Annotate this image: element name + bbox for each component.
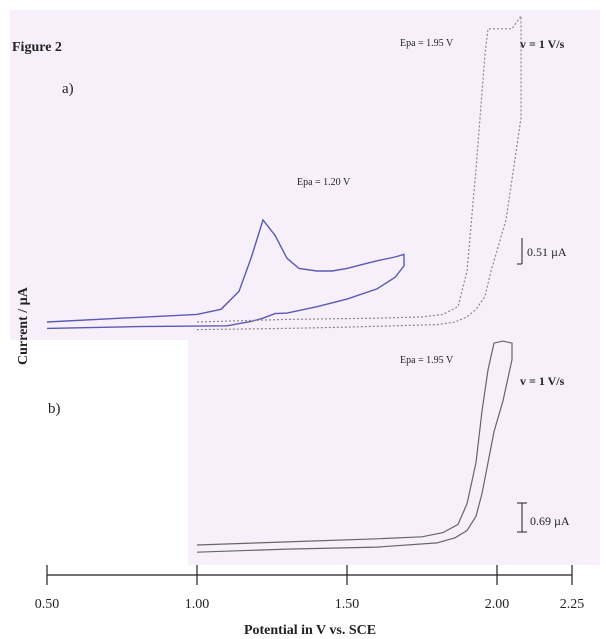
panel-b-plot: Epa = 1.95 V v = 1 V/s 0.69 µA: [196, 340, 570, 553]
panel-a-plot: Epa = 1.20 V Epa = 1.95 V v = 1 V/s 0.51…: [46, 14, 567, 331]
scan-rate-label-a: v = 1 V/s: [520, 37, 565, 51]
annotation-b-peak: Epa = 1.95 V: [400, 355, 454, 366]
x-axis-label: Potential in V vs. SCE: [244, 623, 376, 638]
x-tick-label: 1.50: [335, 597, 360, 612]
panel-a-background: [10, 10, 600, 340]
scan-rate-label-b: v = 1 V/s: [520, 374, 565, 388]
x-tick-label: 2.25: [560, 597, 585, 612]
series-line-b: [196, 340, 513, 553]
x-axis: 0.50 1.00 1.50 2.00 2.25 Potential in V vs. …: [35, 565, 585, 638]
panel-b-background: [188, 335, 600, 565]
x-tick-label: 0.50: [35, 597, 60, 612]
annotation-dotted-peak: Epa = 1.95 V: [400, 38, 454, 49]
panel-a-label: a): [62, 81, 74, 97]
y-axis-label: Current / µA: [16, 286, 31, 365]
panel-b-label: b): [48, 401, 61, 417]
annotation-blue-peak: Epa = 1.20 V: [297, 177, 351, 188]
scale-bar-b-label: 0.69 µA: [530, 514, 570, 528]
x-tick-label: 1.00: [185, 597, 210, 612]
figure-title: Figure 2: [12, 40, 62, 55]
x-tick-label: 2.00: [485, 597, 510, 612]
scale-bar-a-label: 0.51 µA: [527, 245, 567, 259]
x-ticks: 0.50 1.00 1.50 2.00 2.25: [35, 565, 585, 612]
series-line-blue: [46, 218, 405, 330]
